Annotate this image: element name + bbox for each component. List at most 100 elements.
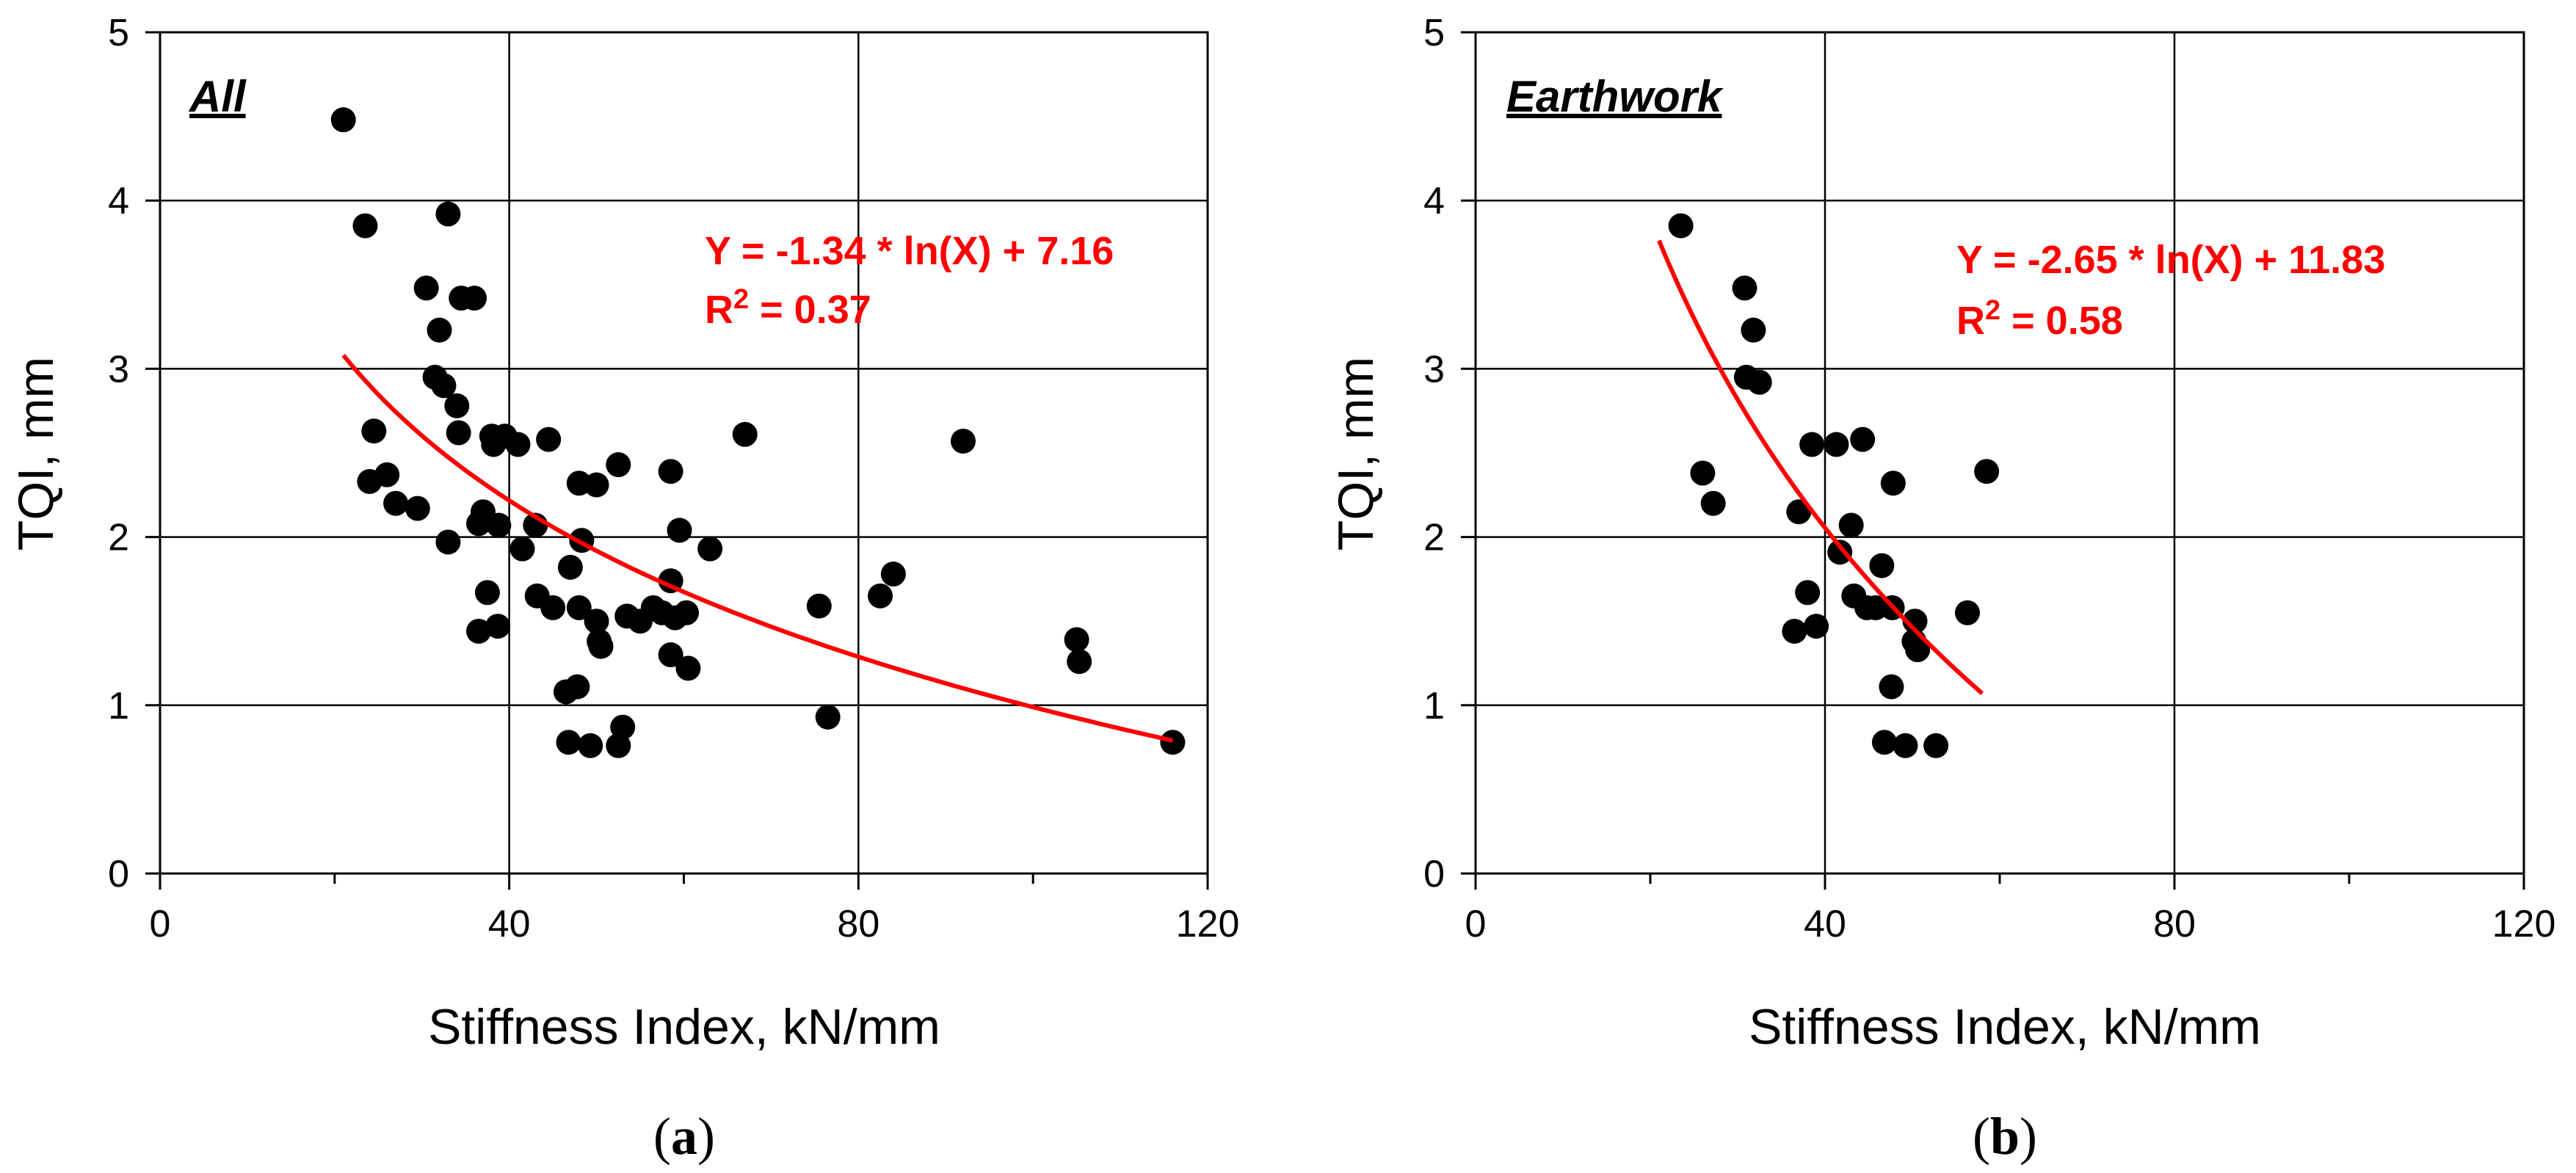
panel-b-data-point <box>1700 490 1726 516</box>
panel-a-title-background <box>176 59 286 132</box>
panel-a-fit-curve <box>341 354 1174 743</box>
panel-a-x-axis-label: Stiffness Index, kN/mm <box>428 999 940 1055</box>
panel-b-title: Earthwork <box>1506 72 1724 121</box>
panel-a-data-point <box>481 432 507 457</box>
panel-b-fit-r2: R2 = 0.58 <box>1956 295 2123 343</box>
panel-a-data-point <box>446 420 471 446</box>
panel-a-data-point <box>697 536 723 562</box>
panel-a-y-axis-label: TQI, mm <box>8 357 64 551</box>
panel-b-x-tick-label: 120 <box>2492 903 2556 945</box>
panel-b-x-tick-label: 0 <box>1465 903 1487 945</box>
panel-a-data-point <box>427 317 452 343</box>
panel-a-data-point <box>374 462 400 487</box>
panel-b-fit-curve <box>1657 239 1984 696</box>
panel-b-y-tick-label: 0 <box>1423 853 1445 896</box>
panel-a-data-point <box>474 580 500 606</box>
panel-a-data-point <box>352 213 378 239</box>
panel-a-caption: (a) <box>653 1107 715 1166</box>
panel-a-data-point <box>383 490 409 516</box>
panel-a-x-tick-label: 0 <box>150 903 171 945</box>
panel-b-data-point <box>1827 540 1853 565</box>
panel-a-data-point <box>466 618 492 644</box>
panel-b-r2-exponent: 2 <box>1985 295 2000 326</box>
panel-a-data-point <box>578 733 603 758</box>
panel-a-data-point <box>466 511 492 537</box>
panel-a-data-point <box>404 495 430 521</box>
panel-b-y-tick-label: 3 <box>1423 348 1445 391</box>
panel-a-data-point <box>557 554 583 580</box>
panel-a-data-point <box>584 609 609 634</box>
panel-b-data-point <box>1954 600 1980 625</box>
panel-b-data-point <box>1905 637 1931 663</box>
panel-b-y-tick-label: 1 <box>1423 685 1445 727</box>
panel-b-data-point <box>1786 499 1812 525</box>
panel-a-data-point <box>566 595 592 620</box>
panel-a-data-point <box>868 583 893 609</box>
panel-a-data-point <box>435 201 461 227</box>
panel-b-caption-letter: b <box>1990 1107 2020 1166</box>
panel-a-data-point <box>485 614 511 639</box>
panel-a-data-point <box>413 275 439 301</box>
panel-b-plot-area <box>1476 32 2524 874</box>
panel-b-x-axis-label: Stiffness Index, kN/mm <box>1749 999 2261 1055</box>
panel-a-data-point <box>806 593 832 619</box>
panel-a-r2-value: = 0.37 <box>749 288 871 332</box>
panel-b-data-point <box>1879 674 1904 700</box>
panel-a-y-tick-label: 4 <box>108 180 129 222</box>
panel-b-data-point <box>1690 460 1716 486</box>
panel-a-data-point <box>667 518 692 543</box>
panel-b-data-point <box>1824 432 1849 457</box>
panel-b-data-point <box>1668 213 1694 239</box>
panel-a-y-tick-label: 1 <box>108 685 129 727</box>
panel-a-data-point <box>1160 730 1186 755</box>
panel-a-y-tick-label: 2 <box>108 517 129 559</box>
panel-a-data-point <box>509 536 535 562</box>
panel-b-fit-equation: Y = -2.65 * ln(X) + 11.83 <box>1956 238 2385 282</box>
panel-a-data-point <box>486 512 512 538</box>
panel-a-y-tick-label: 5 <box>108 12 129 54</box>
panel-b-title-background <box>1494 59 1810 132</box>
panel-b-data-point <box>1850 426 1876 452</box>
panel-b-data-point <box>1782 618 1807 644</box>
panel-a-data-point <box>435 529 461 555</box>
panel-b-data-point <box>1838 512 1864 538</box>
panel-a-caption-open: ( <box>653 1107 671 1166</box>
panel-b-data-point <box>1893 733 1918 758</box>
panel-a-y-tick-label: 3 <box>108 348 129 391</box>
panel-a-title: All <box>188 72 247 121</box>
panel-b-y-axis-label: TQI, mm <box>1328 357 1384 551</box>
panel-b-data-point <box>1880 471 1906 496</box>
panel-a-r2-prefix: R <box>705 288 733 332</box>
panel-a-data-point <box>732 421 758 447</box>
panel-a-data-point <box>462 286 487 311</box>
panel-a-chart: 0 40 80 120 0 1 2 3 4 5 All Y = -1.34 * ln(X) + 7… <box>8 12 1239 1166</box>
panel-a-data-point <box>674 600 700 625</box>
panel-b-data-point <box>1902 609 1928 634</box>
panel-a-data-point <box>658 459 683 484</box>
panel-b-caption-close: ) <box>2020 1107 2037 1166</box>
panel-b-data-point <box>1746 369 1772 395</box>
panel-b-r2-prefix: R <box>1956 299 1985 343</box>
panel-b-data-point <box>1923 733 1949 758</box>
panel-a-data-point <box>431 373 457 399</box>
panel-a-fit-equation: Y = -1.34 * ln(X) + 7.16 <box>705 229 1114 273</box>
panel-b-data-point <box>1974 459 2000 484</box>
panel-a-caption-close: ) <box>697 1107 715 1166</box>
panel-a-data-point <box>951 428 976 454</box>
panel-a-data-point <box>444 393 470 418</box>
panel-a-y-tick-label: 0 <box>108 853 129 896</box>
panel-a-r2-exponent: 2 <box>733 284 749 315</box>
panel-b-y-tick-label: 5 <box>1423 12 1445 54</box>
panel-a-data-point <box>1064 627 1089 653</box>
panel-b-data-point <box>1741 317 1766 343</box>
panel-b-data-point <box>1799 432 1825 457</box>
panel-b-data-point <box>1869 553 1895 578</box>
panel-a-x-tick-label: 120 <box>1176 903 1240 945</box>
panel-a-data-point <box>330 107 356 133</box>
panel-a-data-point <box>361 418 387 444</box>
panel-a-plot-area <box>160 32 1208 874</box>
panel-b-data-point <box>1804 614 1829 639</box>
panel-a-x-tick-label: 80 <box>837 903 879 945</box>
panel-a-data-point <box>540 595 566 620</box>
